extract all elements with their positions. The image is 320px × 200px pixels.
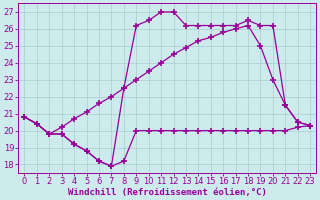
X-axis label: Windchill (Refroidissement éolien,°C): Windchill (Refroidissement éolien,°C) xyxy=(68,188,267,197)
